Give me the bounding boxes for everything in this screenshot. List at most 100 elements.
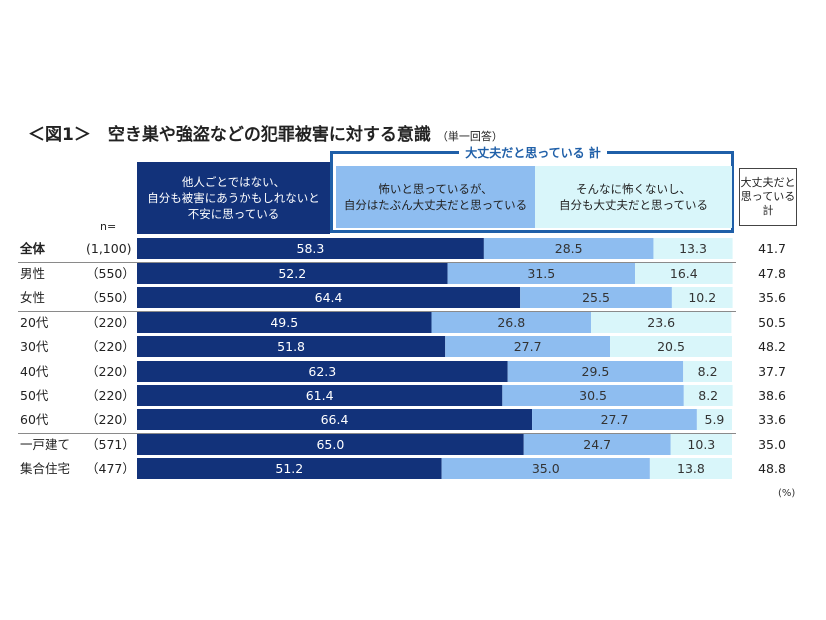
sample-size-label: （220）: [86, 315, 135, 330]
sample-size-label: （220）: [86, 388, 135, 403]
data-label: 35.0: [532, 461, 560, 476]
bar-segment: [671, 287, 733, 308]
n-label: n=: [100, 220, 117, 233]
category-label: 男性: [20, 266, 45, 281]
legend-header-scared-but-ok: 怖いと思っているが、 自分はたぶん大丈夫だと思っている: [336, 166, 535, 228]
sample-size-label: （550）: [86, 290, 135, 305]
bar-segment: [670, 434, 732, 455]
data-label: 65.0: [316, 437, 344, 452]
bar-segment: [683, 385, 733, 406]
total-value-label: 38.6: [758, 388, 786, 403]
category-label: 30代: [20, 339, 49, 354]
total-value-label: 33.6: [758, 412, 786, 427]
separator-line: [18, 433, 736, 434]
data-label: 31.5: [527, 266, 555, 281]
unit-label: (%): [778, 488, 796, 499]
bar-segment: [137, 287, 521, 308]
data-label: 30.5: [579, 388, 607, 403]
total-value-label: 35.6: [758, 290, 786, 305]
sample-size-label: （571）: [86, 437, 135, 452]
bar-segment: [137, 409, 533, 430]
sample-size-label: （220）: [86, 412, 135, 427]
group-label: 大丈夫だと思っている 計: [330, 144, 736, 161]
data-label: 27.7: [514, 339, 542, 354]
bar-segment: [649, 458, 732, 479]
bar-segment: [137, 434, 524, 455]
bar-segment: [532, 409, 697, 430]
chart-title-text: ＜図1＞ 空き巣や強盗などの犯罪被害に対する意識: [28, 125, 431, 145]
data-label: 8.2: [698, 388, 718, 403]
total-value-label: 47.8: [758, 266, 786, 281]
data-label: 29.5: [582, 364, 610, 379]
total-value-label: 35.0: [758, 437, 786, 452]
chart-title: ＜図1＞ 空き巣や強盗などの犯罪被害に対する意識 （単一回答）: [28, 120, 503, 145]
data-label: 61.4: [306, 388, 334, 403]
sample-size-label: （220）: [86, 364, 135, 379]
bar-segment: [523, 434, 671, 455]
data-label: 28.5: [555, 241, 583, 256]
total-value-label: 48.8: [758, 461, 786, 476]
data-label: 20.5: [657, 339, 685, 354]
sample-size-label: (1,100): [86, 241, 132, 256]
category-label: 20代: [20, 315, 49, 330]
group-label-text: 大丈夫だと思っている 計: [459, 146, 607, 160]
bar-segment: [610, 336, 732, 357]
data-label: 26.8: [497, 315, 525, 330]
category-label: 女性: [20, 290, 45, 305]
bar-segment: [483, 238, 654, 259]
bar-segment: [137, 238, 484, 259]
legend-header-anxious: 他人ごとではない、 自分も被害にあうかもしれないと 不安に思っている: [137, 162, 330, 234]
data-label: 27.7: [601, 412, 629, 427]
total-value-label: 37.7: [758, 364, 786, 379]
category-label: 集合住宅: [20, 461, 70, 476]
data-label: 10.2: [688, 290, 716, 305]
bar-segment: [590, 312, 732, 333]
data-label: 62.3: [308, 364, 336, 379]
separator-line: [18, 311, 736, 312]
sample-size-label: （550）: [86, 266, 135, 281]
sample-size-label: （477）: [86, 461, 135, 476]
category-label: 50代: [20, 388, 49, 403]
chart-subtitle: （単一回答）: [436, 130, 503, 143]
data-label: 10.3: [687, 437, 715, 452]
data-label: 58.3: [297, 241, 325, 256]
data-label: 5.9: [705, 412, 725, 427]
category-label: 一戸建て: [20, 437, 70, 452]
data-label: 13.3: [679, 241, 707, 256]
data-label: 64.4: [315, 290, 343, 305]
data-label: 52.2: [278, 266, 306, 281]
data-label: 66.4: [321, 412, 349, 427]
category-label: 全体: [19, 241, 46, 256]
category-label: 40代: [20, 364, 49, 379]
sample-size-label: （220）: [86, 339, 135, 354]
bar-segment: [520, 287, 672, 308]
bar-segment: [137, 263, 448, 284]
bar-segment: [447, 263, 636, 284]
data-label: 24.7: [583, 437, 611, 452]
data-label: 8.2: [698, 364, 718, 379]
bar-segment: [653, 238, 733, 259]
bar-segment: [137, 312, 432, 333]
data-label: 51.2: [275, 461, 303, 476]
data-label: 16.4: [670, 266, 698, 281]
data-label: 25.5: [582, 290, 610, 305]
total-column-header: 大丈夫だと 思っている 計: [739, 168, 797, 226]
data-label: 51.8: [277, 339, 305, 354]
bar-segment: [502, 385, 684, 406]
bar-segment: [445, 336, 611, 357]
total-value-label: 41.7: [758, 241, 786, 256]
data-label: 49.5: [270, 315, 298, 330]
bar-segment: [431, 312, 591, 333]
bar-segment: [137, 385, 503, 406]
bar-segment: [635, 263, 733, 284]
data-label: 13.8: [677, 461, 705, 476]
total-value-label: 50.5: [758, 315, 786, 330]
legend-header-not-scared: そんなに怖くないし、 自分も大丈夫だと思っている: [535, 166, 732, 228]
bar-segment: [137, 361, 508, 382]
total-value-label: 48.2: [758, 339, 786, 354]
bar-segment: [696, 409, 732, 430]
bar-segment: [683, 361, 732, 382]
category-label: 60代: [20, 412, 49, 427]
bar-segment: [441, 458, 650, 479]
